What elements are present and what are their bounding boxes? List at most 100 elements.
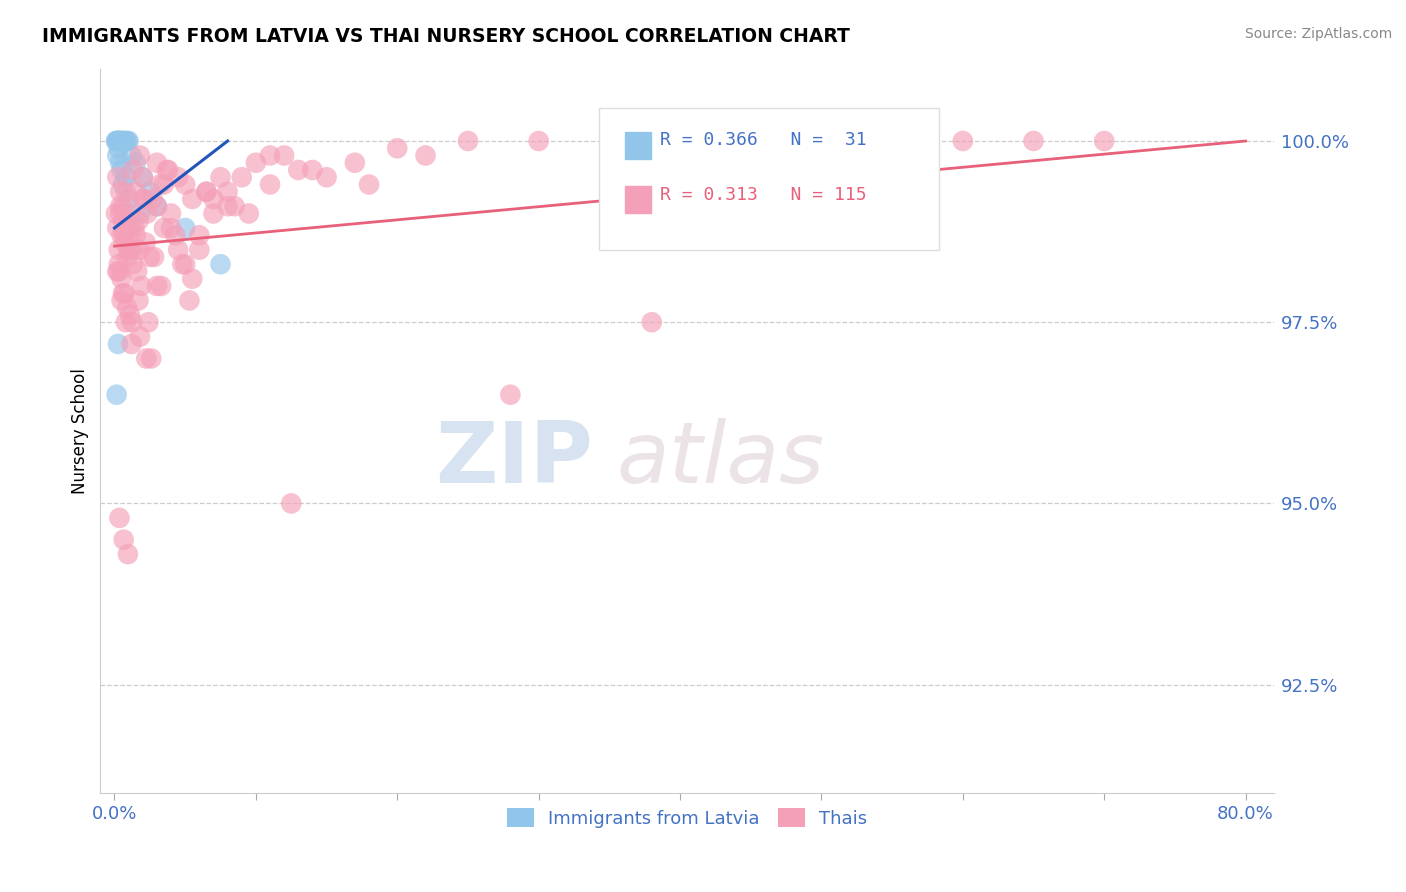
Point — [174, 257, 197, 271]
Point — [167, 170, 190, 185]
Point — [641, 315, 664, 329]
Point — [107, 264, 129, 278]
Point — [882, 134, 904, 148]
Point — [132, 192, 155, 206]
Point — [125, 228, 148, 243]
Point — [136, 206, 159, 220]
Point — [111, 134, 134, 148]
Point — [124, 221, 146, 235]
Point — [117, 228, 139, 243]
Point — [104, 134, 127, 148]
Point — [127, 264, 149, 278]
Point — [110, 271, 132, 285]
Point — [112, 134, 135, 148]
Point — [315, 170, 337, 185]
Point — [146, 199, 169, 213]
Point — [457, 134, 479, 148]
Point — [1092, 134, 1115, 148]
Point — [224, 199, 246, 213]
Point — [181, 271, 204, 285]
Point — [112, 286, 135, 301]
Point — [114, 134, 136, 148]
Point — [104, 206, 127, 220]
Point — [245, 155, 267, 169]
Point — [110, 293, 132, 308]
Point — [108, 511, 131, 525]
Point — [160, 206, 183, 220]
Point — [740, 148, 762, 162]
Point — [110, 134, 132, 148]
Point — [343, 155, 366, 169]
Text: IMMIGRANTS FROM LATVIA VS THAI NURSERY SCHOOL CORRELATION CHART: IMMIGRANTS FROM LATVIA VS THAI NURSERY S… — [42, 27, 851, 45]
Point — [114, 315, 136, 329]
Point — [128, 243, 150, 257]
Point — [108, 206, 131, 220]
Point — [195, 185, 218, 199]
Point — [1022, 134, 1045, 148]
Point — [114, 170, 136, 185]
Point — [110, 163, 132, 178]
Point — [357, 178, 380, 192]
Point — [273, 148, 295, 162]
Point — [153, 178, 176, 192]
Point — [132, 170, 155, 185]
Point — [217, 185, 239, 199]
Point — [107, 134, 129, 148]
Point — [118, 243, 141, 257]
Point — [188, 228, 211, 243]
Point — [107, 257, 129, 271]
Point — [117, 192, 139, 206]
Point — [117, 206, 139, 220]
Point — [139, 185, 162, 199]
Point — [499, 387, 522, 401]
Point — [172, 257, 194, 271]
Point — [598, 134, 620, 148]
Point — [107, 134, 129, 148]
Point — [120, 337, 142, 351]
Point — [105, 148, 128, 162]
Point — [115, 301, 138, 315]
Point — [114, 213, 136, 227]
Point — [810, 134, 832, 148]
Point — [160, 221, 183, 235]
Point — [105, 170, 128, 185]
Point — [110, 134, 132, 148]
Point — [107, 141, 129, 155]
Point — [135, 235, 157, 250]
Point — [149, 178, 172, 192]
Point — [209, 257, 232, 271]
Point — [129, 206, 152, 220]
Point — [135, 351, 157, 366]
Point — [138, 315, 160, 329]
Point — [108, 134, 131, 148]
Point — [195, 185, 218, 199]
Point — [107, 243, 129, 257]
Point — [112, 228, 135, 243]
Point — [128, 293, 150, 308]
Text: R = 0.366   N =  31: R = 0.366 N = 31 — [661, 131, 866, 149]
Legend: Immigrants from Latvia, Thais: Immigrants from Latvia, Thais — [499, 801, 875, 835]
Point — [142, 192, 165, 206]
Point — [150, 279, 173, 293]
Point — [280, 496, 302, 510]
Point — [669, 141, 692, 155]
Point — [141, 351, 163, 366]
Point — [118, 221, 141, 235]
Point — [125, 155, 148, 169]
Point — [115, 134, 138, 148]
Point — [952, 134, 974, 148]
Point — [105, 134, 128, 148]
Point — [202, 192, 225, 206]
Point — [128, 213, 150, 227]
Point — [415, 148, 437, 162]
Point — [209, 170, 232, 185]
Point — [125, 185, 148, 199]
Y-axis label: Nursery School: Nursery School — [72, 368, 89, 494]
Point — [146, 279, 169, 293]
Point — [259, 148, 281, 162]
Point — [188, 243, 211, 257]
Point — [108, 199, 131, 213]
Point — [105, 387, 128, 401]
Point — [112, 533, 135, 547]
FancyBboxPatch shape — [599, 109, 939, 250]
